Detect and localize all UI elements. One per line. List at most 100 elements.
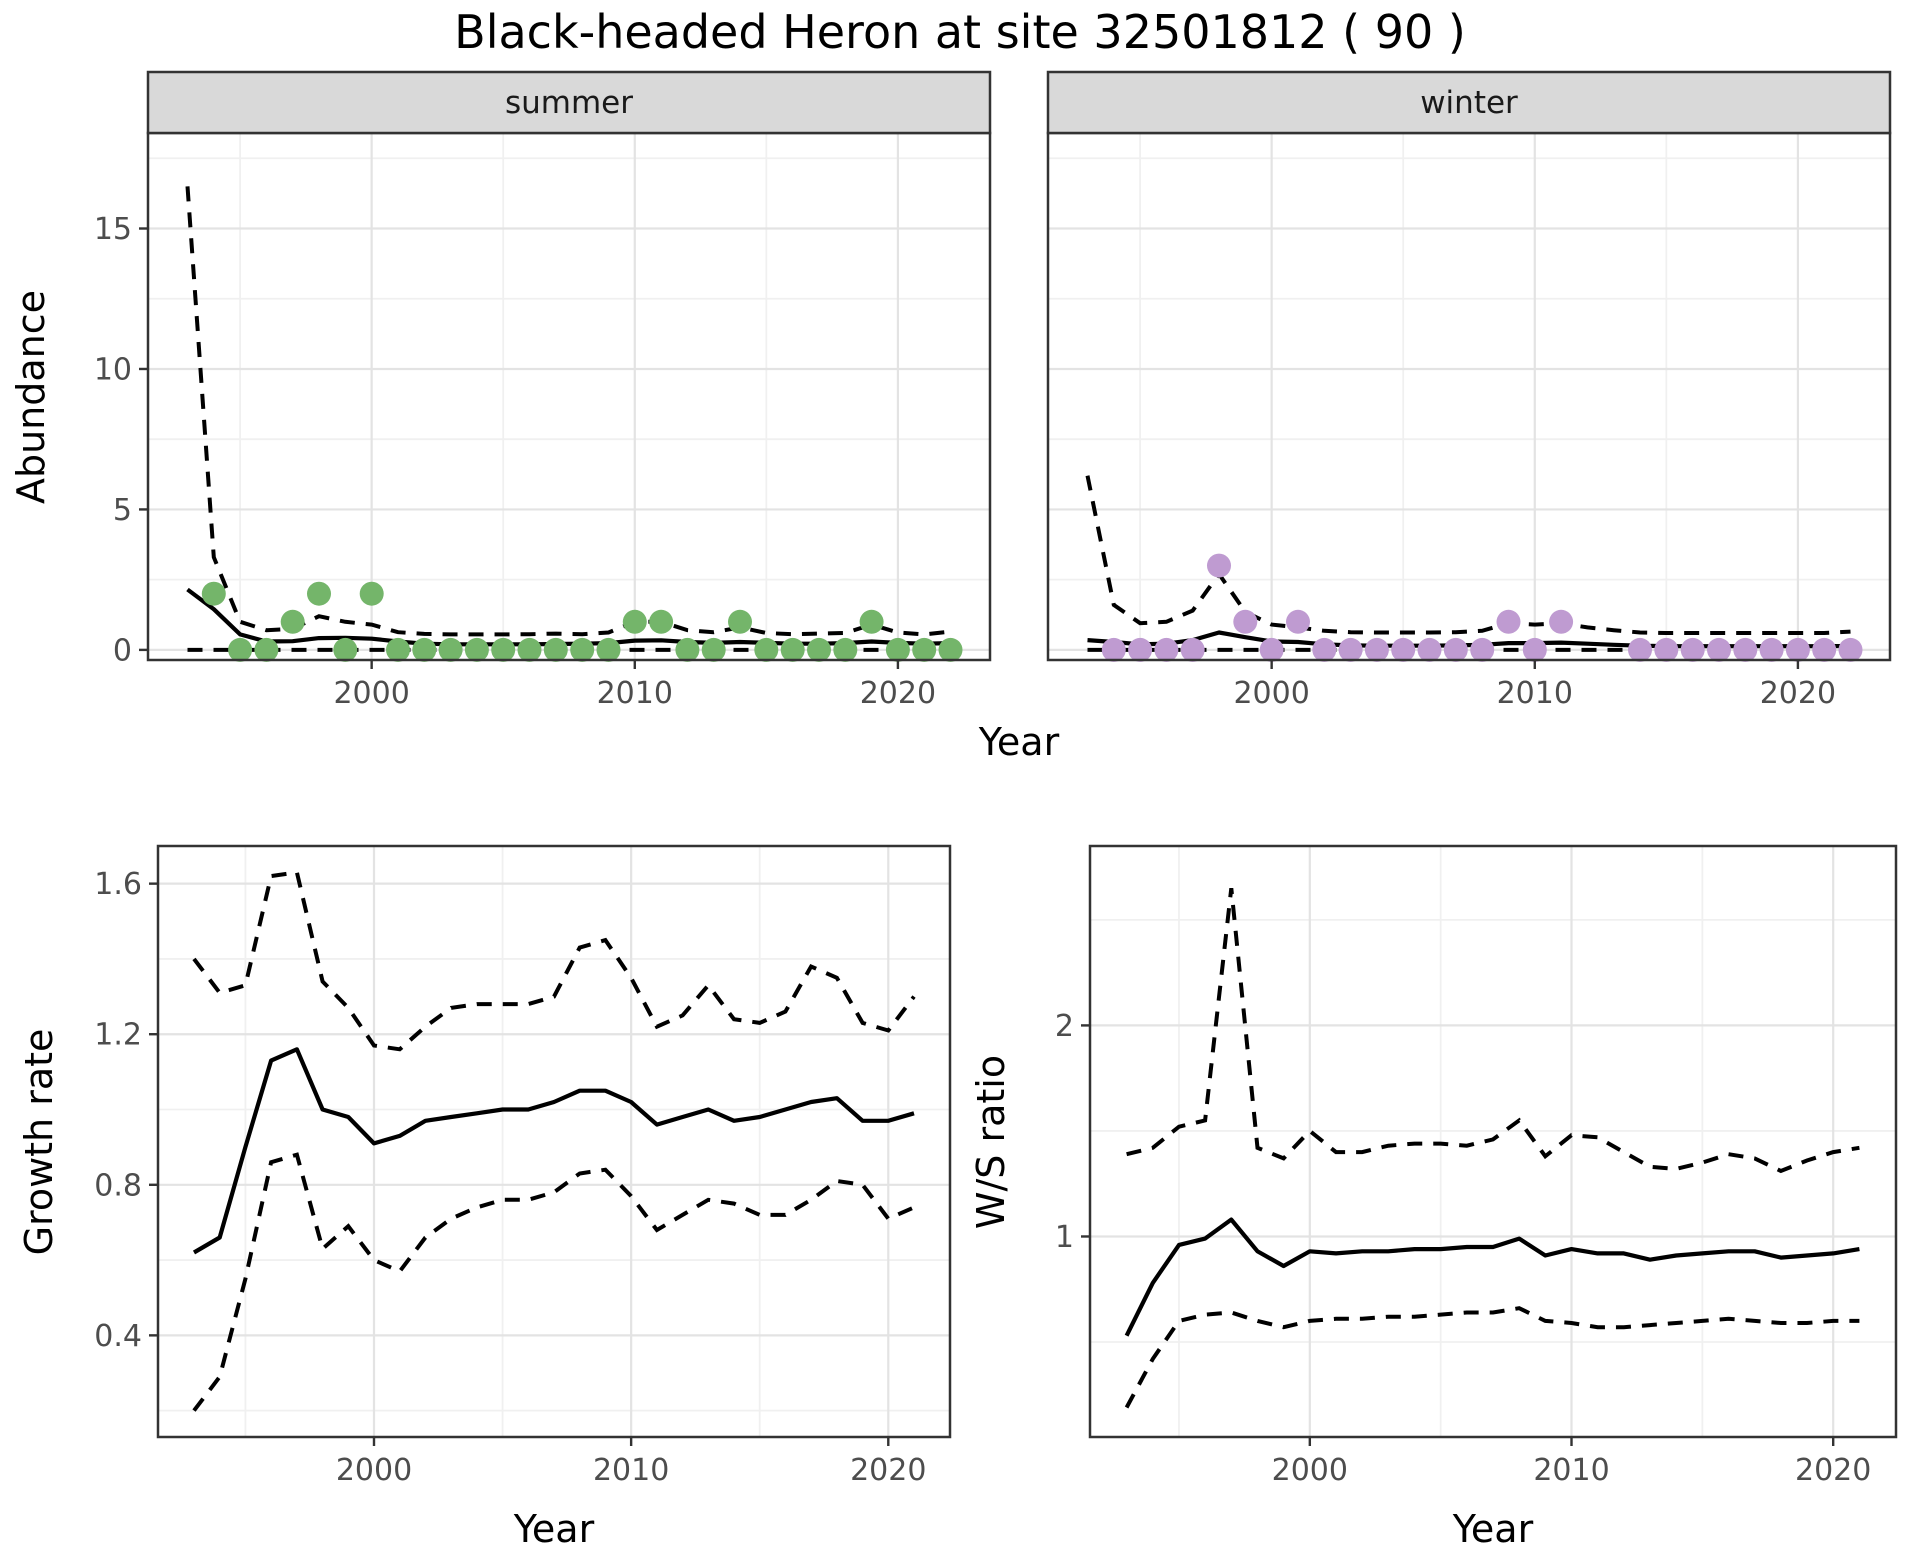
y-tick-label: 2 [1055, 1009, 1074, 1044]
winter-abundance-data-point [1286, 609, 1310, 634]
y-tick-label: 0.8 [94, 1168, 142, 1203]
winter-abundance-data-point [1154, 637, 1179, 662]
x-tick-label: 2010 [593, 1453, 669, 1488]
winter-abundance-data-point [1522, 637, 1547, 662]
winter-abundance-panel-background [1048, 133, 1890, 660]
x-tick-label: 2010 [597, 676, 673, 711]
summer-abundance-data-point [438, 637, 463, 662]
growth-rate-fit-line [192, 1047, 915, 1255]
summer-abundance-data-point [464, 637, 489, 662]
summer-abundance-data-point [359, 581, 384, 606]
summer-abundance-data-point [228, 637, 253, 662]
growth-year-axis-title: Year [513, 1507, 595, 1551]
winter-abundance-data-point [1812, 637, 1837, 662]
ws-ratio-lower-ci-line [1124, 1306, 1860, 1409]
ws-ratio-fit-line [1124, 1217, 1860, 1337]
winter-abundance-data-point [1549, 609, 1574, 634]
ws-ratio-axis-title: W/S ratio [969, 1055, 1013, 1229]
x-tick-label: 2000 [1272, 1453, 1348, 1488]
summer-abundance-data-point [833, 637, 858, 662]
summer-abundance-data-point [675, 637, 700, 662]
x-tick-label: 2020 [860, 676, 936, 711]
y-tick-label: 0.4 [94, 1319, 142, 1354]
y-tick-label: 1 [1055, 1220, 1074, 1255]
summer-abundance-data-point [859, 609, 884, 634]
x-tick-label: 2010 [1497, 676, 1573, 711]
y-tick-label: 1.2 [94, 1018, 142, 1053]
winter-abundance-panel: 2000 2010 2020 [1046, 70, 1892, 711]
summer-abundance-data-point [701, 637, 726, 662]
x-tick-label: 2000 [336, 1453, 412, 1488]
growth-rate-panel: 2000 2010 2020 0.4 0.8 1.2 1.6 [94, 844, 952, 1488]
x-tick-label: 2000 [1233, 676, 1309, 711]
y-tick-label: 1.6 [94, 867, 142, 902]
winter-abundance-data-point [1838, 637, 1863, 662]
growth-rate-panel-border [156, 844, 952, 1439]
winter-abundance-data-point [1759, 637, 1784, 662]
x-tick-label: 2020 [850, 1453, 926, 1488]
summer-abundance-data-point [596, 637, 621, 662]
summer-abundance-data-point [754, 637, 779, 662]
summer-abundance-data-point [386, 637, 410, 662]
winter-abundance-data-point [1470, 637, 1495, 662]
summer-abundance-data-point [201, 581, 226, 606]
winter-abundance-data-point [1707, 637, 1731, 662]
winter-abundance-data-point [1654, 637, 1679, 662]
x-tick-label: 2020 [1760, 676, 1836, 711]
winter-abundance-facet-strip [1046, 70, 1892, 135]
summer-abundance-data-point [938, 637, 963, 662]
y-tick-label: 0 [113, 633, 132, 668]
ws-year-axis-title: Year [1452, 1507, 1534, 1551]
winter-abundance-data-point [1338, 637, 1363, 662]
summer-abundance-data-point [333, 637, 358, 662]
winter-abundance-data-point [1128, 637, 1153, 662]
winter-abundance-data-point [1443, 637, 1468, 662]
facet-strip-label-winter: winter [1420, 85, 1518, 121]
summer-abundance-panel-background [148, 133, 990, 660]
summer-abundance-data-point [254, 637, 279, 662]
y-tick-label: 15 [94, 212, 132, 247]
winter-abundance-data-point [1180, 637, 1205, 662]
plot-title: Black-headed Heron at site 32501812 ( 90… [454, 5, 1466, 59]
x-tick-label: 2010 [1533, 1453, 1609, 1488]
top-year-axis-title: Year [978, 720, 1060, 764]
summer-abundance-facet-strip [146, 70, 992, 135]
summer-abundance-data-point [570, 637, 595, 662]
summer-abundance-data-point [412, 637, 437, 662]
summer-abundance-data-point [780, 637, 805, 662]
winter-abundance-data-point [1259, 637, 1284, 662]
winter-abundance-data-point [1733, 637, 1758, 662]
winter-abundance-data-point [1391, 637, 1416, 662]
ws-ratio-panel: 2000 2010 2020 1 2 [1055, 844, 1898, 1488]
winter-abundance-data-point [1233, 609, 1258, 634]
winter-abundance-data-point [1680, 637, 1705, 662]
summer-abundance-data-point [728, 609, 752, 634]
summer-abundance-data-point [649, 609, 674, 634]
ws-ratio-upper-ci-line [1126, 887, 1860, 1174]
y-tick-label: 5 [113, 493, 132, 528]
winter-abundance-data-point [1496, 609, 1521, 634]
ws-ratio-panel-background [1090, 846, 1896, 1437]
summer-abundance-data-point [543, 637, 568, 662]
summer-abundance-data-point [491, 637, 516, 662]
summer-abundance-data-point [807, 637, 831, 662]
summer-abundance-data-point [622, 609, 647, 634]
winter-abundance-data-point [1364, 637, 1389, 662]
winter-abundance-data-point [1312, 637, 1337, 662]
summer-abundance-data-point [912, 637, 937, 662]
ws-ratio-panel-border [1088, 844, 1898, 1439]
x-tick-label: 2000 [333, 676, 409, 711]
winter-abundance-data-point [1417, 637, 1442, 662]
winter-abundance-upper-ci-line [1085, 475, 1851, 635]
summer-abundance-panel: 2000 2010 2020 0 5 10 15 [94, 70, 992, 711]
x-tick-label: 2020 [1795, 1453, 1871, 1488]
winter-abundance-data-point [1101, 637, 1126, 662]
winter-abundance-data-point [1207, 553, 1231, 578]
winter-abundance-data-point [1628, 637, 1652, 662]
summer-abundance-data-point [885, 637, 910, 662]
growth-rate-upper-ci-line [192, 870, 916, 1052]
y-tick-label: 10 [94, 352, 132, 387]
